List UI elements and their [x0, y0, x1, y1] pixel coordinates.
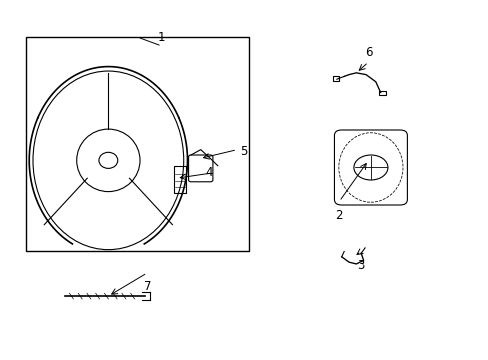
- Text: 2: 2: [335, 208, 343, 221]
- Bar: [26, 37, 249, 251]
- Text: 5: 5: [239, 145, 246, 158]
- Text: 7: 7: [143, 280, 151, 293]
- Text: 6: 6: [364, 46, 371, 59]
- Bar: [378, 91, 385, 95]
- Bar: [332, 76, 338, 81]
- Bar: [174, 166, 186, 193]
- Text: 4: 4: [205, 166, 212, 179]
- Text: 3: 3: [357, 258, 364, 271]
- Text: 1: 1: [158, 31, 165, 44]
